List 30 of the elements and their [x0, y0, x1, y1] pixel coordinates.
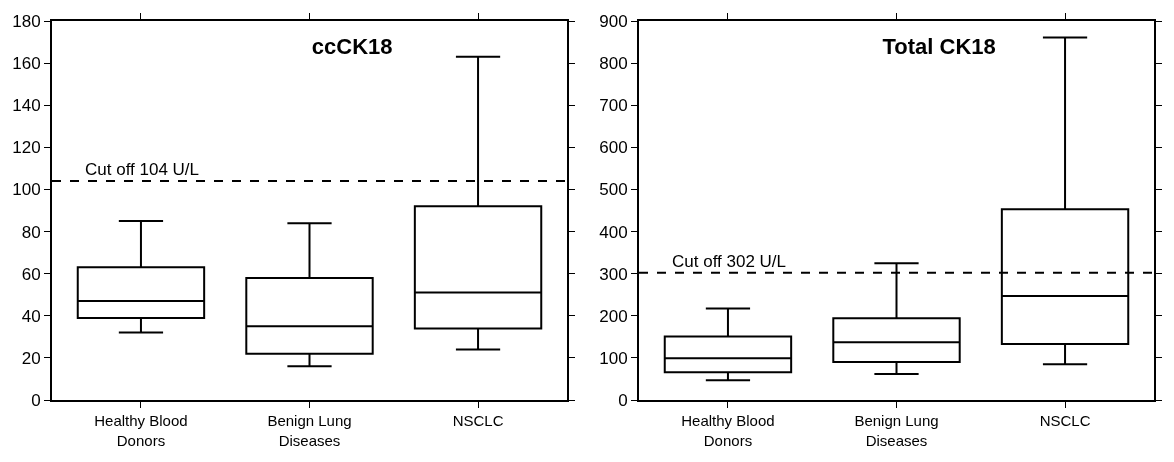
y-tick-label: 100: [12, 180, 41, 200]
y-tick-label: 60: [21, 264, 41, 284]
y-tick-label: 900: [599, 11, 628, 31]
x-tick-label: NSCLC: [1039, 412, 1091, 429]
y-tick-label: 600: [599, 138, 628, 158]
x-tick-label: Healthy Blood Donors: [94, 412, 188, 449]
text: Total CK18: [882, 33, 996, 59]
y-tick-label: 500: [599, 180, 628, 200]
y-tick-label: 400: [599, 222, 628, 242]
y-tick-label: 20: [21, 348, 41, 368]
y-tick-label: 120: [12, 138, 41, 158]
y-tick-label: 140: [12, 96, 41, 116]
y-tick-label: 0: [31, 390, 41, 410]
y-tick-label: 200: [599, 306, 628, 326]
x-tick-label: Benign Lung Diseases: [267, 412, 352, 449]
y-tick-label: 0: [618, 390, 628, 410]
x-tick-label: NSCLC: [452, 412, 504, 429]
text: ccCK18: [311, 33, 393, 59]
x-tick-label: Healthy Blood Donors: [681, 412, 775, 449]
y-tick-label: 40: [21, 306, 41, 326]
y-tick-label: 700: [599, 96, 628, 116]
y-tick-label: 160: [12, 54, 41, 74]
ref-line-label: Cut off 104 U/L: [85, 160, 200, 179]
y-tick-label: 800: [599, 54, 628, 74]
y-tick-label: 300: [599, 264, 628, 284]
ref-line-label: Cut off 302 U/L: [672, 252, 787, 271]
y-tick-label: 100: [599, 348, 628, 368]
y-tick-label: 180: [12, 11, 41, 31]
y-tick-label: 80: [21, 222, 41, 242]
x-tick-label: Benign Lung Diseases: [854, 412, 939, 449]
